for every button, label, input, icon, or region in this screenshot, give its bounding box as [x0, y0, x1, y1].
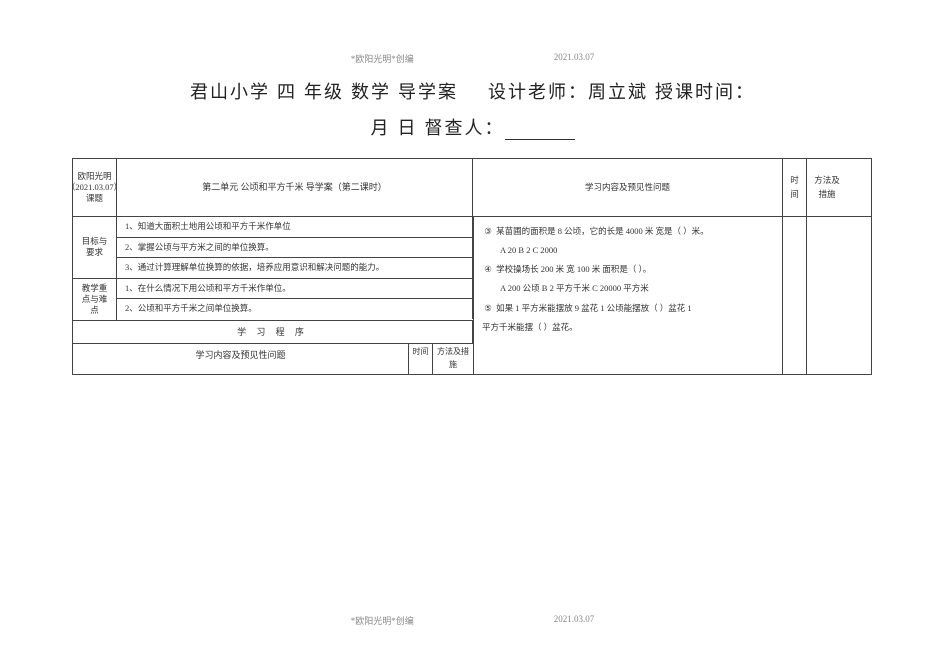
right-time-cell	[783, 217, 807, 374]
goal-2: 2、掌握公顷与平方米之间的单位换算。	[117, 238, 473, 259]
q4-opts: A 200 公顷 B 2 平方千米 C 20000 平方米	[482, 280, 709, 296]
q3-text: 某苗圃的面积是 8 公顷，它的长是 4000 米 宽是（ ）米。	[496, 226, 709, 236]
left-block: 目标与要求 1、知道大面积土地用公顷和平方千米作单位 2、掌握公顷与平方米之间的…	[73, 217, 473, 374]
sub-content-header: 学习内容及预见性问题	[73, 344, 409, 374]
q4-text: 学校操场长 200 米 宽 100 米 面积是（ ）。	[496, 264, 651, 274]
goals-row: 目标与要求 1、知道大面积土地用公顷和平方千米作单位 2、掌握公顷与平方米之间的…	[73, 217, 473, 279]
q4-opts-text: A 200 公顷 B 2 平方千米 C 20000 平方米	[500, 283, 649, 293]
q3-line: ③ 某苗圃的面积是 8 公顷，它的长是 4000 米 宽是（ ）米。	[482, 223, 709, 239]
q5-line: ⑤ 如果 1 平方米能摆放 9 盆花 1 公顷能摆放（ ）盆花 1	[482, 300, 709, 316]
q3-opts-text: A 20 B 2 C 2000	[500, 245, 557, 255]
q3-num: ③	[482, 223, 494, 239]
keypoints-row: 教学重点与难点 1、在什么情况下用公顷和平方千米作单位。 2、公顷和平方千米之间…	[73, 279, 473, 321]
body-row: 目标与要求 1、知道大面积土地用公顷和平方千米作单位 2、掌握公顷与平方米之间的…	[73, 217, 871, 374]
q4-line: ④ 学校操场长 200 米 宽 100 米 面积是（ ）。	[482, 261, 709, 277]
footer-watermark-text: *欧阳光明*创编	[351, 614, 414, 627]
q5-line2: 平方千米能摆（ ）盆花。	[482, 319, 709, 335]
time-header-cell: 时间	[783, 159, 807, 216]
footer-watermark: *欧阳光明*创编 2021.03.07	[0, 614, 945, 627]
questions-cell: ③ 某苗圃的面积是 8 公顷，它的长是 4000 米 宽是（ ）米。 A 20 …	[474, 217, 783, 374]
right-block: ③ 某苗圃的面积是 8 公顷，它的长是 4000 米 宽是（ ）米。 A 20 …	[473, 217, 847, 374]
supervisor-blank	[505, 122, 575, 140]
content-col-label: 学习内容及预见性问题	[585, 179, 670, 195]
q5-text2: 平方千米能摆（ ）盆花。	[482, 322, 578, 332]
keypoints-list: 1、在什么情况下用公顷和平方千米作单位。 2、公顷和平方千米之间单位换算。	[117, 279, 473, 320]
q4-num: ④	[482, 261, 494, 277]
q3-opts: A 20 B 2 C 2000	[482, 242, 709, 258]
title-left: 君山小学 四 年级 数学 导学案	[190, 78, 458, 104]
keypoint-1: 1、在什么情况下用公顷和平方千米作单位。	[117, 279, 473, 300]
goal-3: 3、通过计算理解单位换算的依据，培养应用意识和解决问题的能力。	[117, 258, 473, 278]
watermark-text: *欧阳光明*创编	[351, 52, 414, 65]
title-line-1: 君山小学 四 年级 数学 导学案 设计老师：周立斌 授课时间：	[0, 78, 945, 104]
goal-1: 1、知道大面积土地用公顷和平方千米作单位	[117, 217, 473, 238]
q5-text: 如果 1 平方米能摆放 9 盆花 1 公顷能摆放（ ）盆花 1	[496, 303, 692, 313]
section-title: 学 习 程 序	[73, 321, 473, 343]
lesson-title-cell: 第二单元 公顷和平方千米 导学案（第二课时）	[117, 159, 473, 216]
questions-body: ③ 某苗圃的面积是 8 公顷，它的长是 4000 米 宽是（ ）米。 A 20 …	[482, 223, 709, 338]
header-label-cell: 欧阳光明（2021.03.07）课题	[73, 159, 117, 216]
keypoint-2: 2、公顷和平方千米之间单位换算。	[117, 299, 473, 319]
footer-watermark-date: 2021.03.07	[554, 614, 595, 627]
sub-header-row: 学习内容及预见性问题 时间 方法及措施	[73, 344, 473, 374]
method-header-cell: 方法及措施	[807, 159, 847, 216]
questions-row: ③ 某苗圃的面积是 8 公顷，它的长是 4000 米 宽是（ ）米。 A 20 …	[474, 217, 847, 374]
q5-num: ⑤	[482, 300, 494, 316]
goals-list: 1、知道大面积土地用公顷和平方千米作单位 2、掌握公顷与平方米之间的单位换算。 …	[117, 217, 473, 278]
right-method-cell	[807, 217, 847, 374]
sub-method-header: 方法及措施	[433, 344, 473, 374]
document-title: 君山小学 四 年级 数学 导学案 设计老师：周立斌 授课时间： 月 日 督查人：	[0, 78, 945, 140]
section-header: 学 习 程 序	[73, 321, 473, 344]
header-row: 欧阳光明（2021.03.07）课题 第二单元 公顷和平方千米 导学案（第二课时…	[73, 159, 871, 217]
watermark-date: 2021.03.07	[554, 52, 595, 65]
content-header-cell: 学习内容及预见性问题	[473, 159, 783, 216]
title-right: 设计老师：周立斌 授课时间：	[488, 78, 755, 104]
title-line2-text: 月 日 督查人：	[370, 118, 504, 138]
sub-time-header: 时间	[409, 344, 433, 374]
header-watermark: *欧阳光明*创编 2021.03.07	[0, 52, 945, 65]
lesson-plan-table: 欧阳光明（2021.03.07）课题 第二单元 公顷和平方千米 导学案（第二课时…	[72, 158, 872, 375]
keypoints-label: 教学重点与难点	[73, 279, 117, 320]
title-line-2: 月 日 督查人：	[0, 114, 945, 140]
goals-label: 目标与要求	[73, 217, 117, 278]
